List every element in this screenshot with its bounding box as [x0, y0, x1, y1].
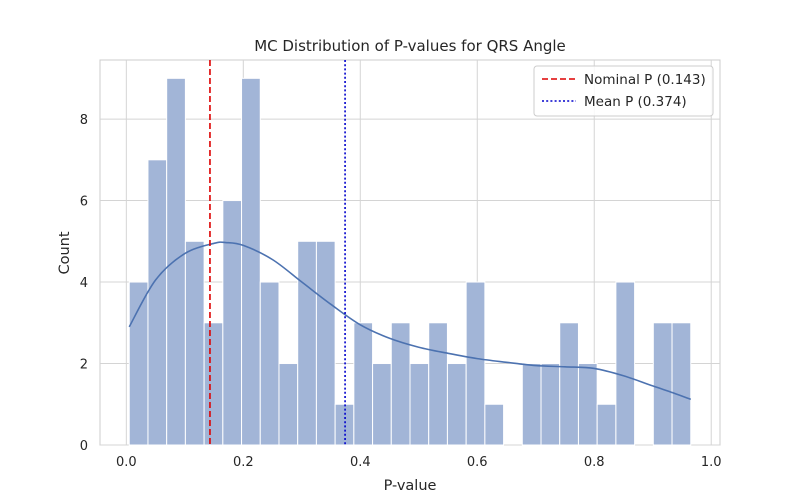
- x-tick-label: 0.0: [116, 455, 137, 470]
- x-tick-label: 0.4: [350, 455, 371, 470]
- histogram-bar: [577, 363, 598, 446]
- histogram-bar: [259, 281, 280, 446]
- y-tick-label: 4: [80, 276, 88, 291]
- histogram-bar: [203, 322, 224, 446]
- histogram-bar: [428, 322, 448, 446]
- chart-title: MC Distribution of P-values for QRS Angl…: [254, 37, 566, 55]
- y-tick-label: 6: [80, 195, 88, 210]
- histogram-bar: [652, 322, 673, 446]
- histogram-bar: [596, 403, 617, 446]
- reference-lines: [209, 60, 346, 445]
- y-tick-label: 8: [80, 113, 88, 128]
- histogram-bar: [540, 363, 561, 446]
- x-tick-label: 0.6: [467, 455, 488, 470]
- histogram-bar: [222, 200, 243, 446]
- kde-curve-group: [128, 241, 692, 401]
- histogram-bar: [166, 77, 186, 446]
- y-tick-label: 0: [80, 439, 88, 454]
- histogram-bar: [446, 363, 467, 446]
- histogram-bar: [372, 363, 392, 446]
- x-axis-label: P-value: [384, 478, 437, 494]
- histogram-bar: [484, 403, 505, 446]
- y-axis-ticks: 0 2 4 6 8: [80, 113, 88, 454]
- kde-curve: [128, 241, 692, 401]
- x-axis-ticks: 0.0 0.2 0.4 0.6 0.8 1.0: [116, 455, 722, 470]
- legend-label-nominal: Nominal P (0.143): [584, 72, 706, 88]
- histogram-bar: [241, 77, 261, 446]
- histogram-bar: [409, 363, 430, 446]
- legend: Nominal P (0.143) Mean P (0.374): [533, 65, 714, 117]
- y-tick-label: 2: [80, 358, 88, 373]
- histogram-bar: [615, 281, 636, 446]
- histogram-bars: [128, 77, 692, 446]
- x-tick-label: 0.8: [584, 455, 605, 470]
- histogram-bar: [128, 281, 149, 446]
- histogram-bar: [297, 240, 317, 446]
- histogram-bar: [671, 322, 692, 446]
- histogram-bar: [390, 322, 411, 446]
- histogram-bar: [521, 363, 542, 446]
- x-tick-label: 0.2: [233, 455, 254, 470]
- legend-label-mean: Mean P (0.374): [584, 94, 687, 110]
- histogram-bar: [315, 240, 336, 446]
- legend-box: [533, 65, 714, 117]
- y-axis-label: Count: [57, 231, 73, 274]
- histogram-bar: [147, 159, 168, 446]
- histogram-bar: [465, 281, 486, 446]
- histogram-bar: [559, 322, 579, 446]
- histogram-bar: [184, 240, 205, 446]
- histogram-bar: [353, 322, 374, 446]
- histogram-bar: [278, 363, 299, 446]
- x-tick-label: 1.0: [701, 455, 722, 470]
